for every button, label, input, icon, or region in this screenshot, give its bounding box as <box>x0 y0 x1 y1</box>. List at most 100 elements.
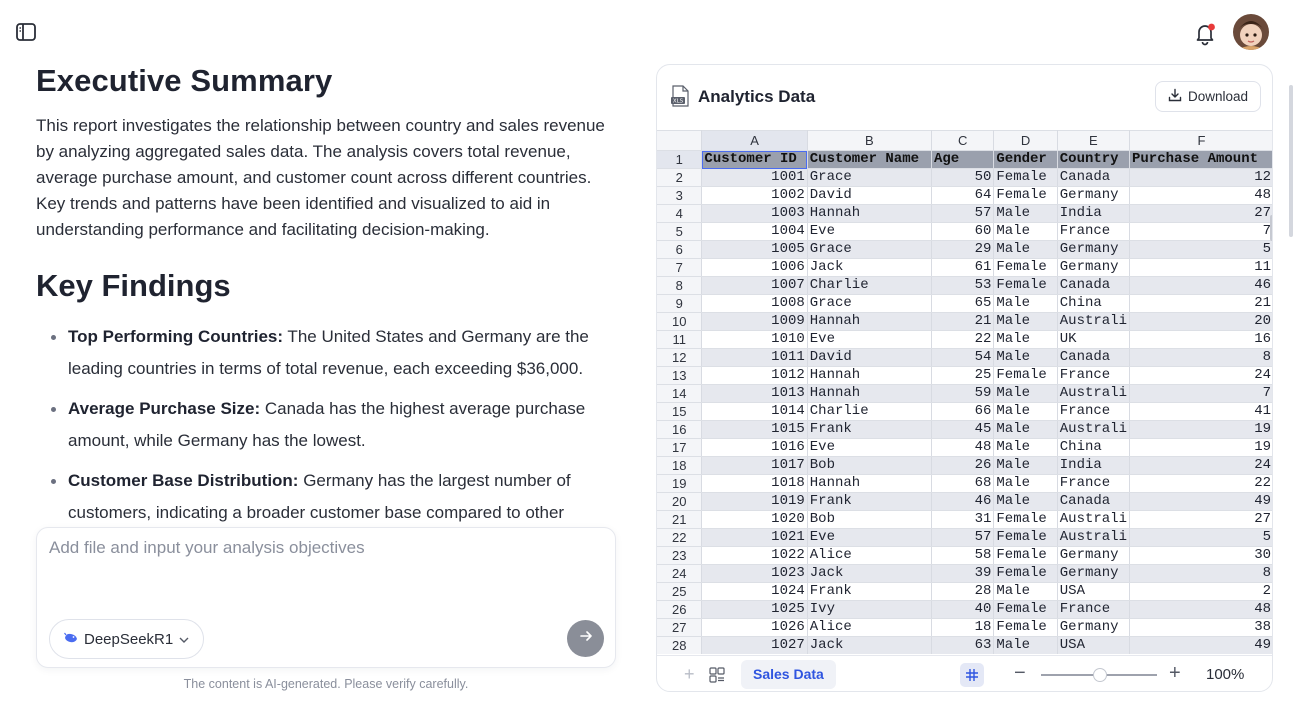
table-cell[interactable]: Eve <box>807 438 932 457</box>
table-cell[interactable]: China <box>1057 438 1130 457</box>
table-cell[interactable]: 49 <box>1129 636 1272 654</box>
table-cell[interactable]: Male <box>993 456 1058 475</box>
table-cell[interactable]: 30 <box>1129 546 1272 565</box>
table-cell[interactable]: Germany <box>1057 618 1130 637</box>
table-cell[interactable]: 1022 <box>701 546 808 565</box>
table-row[interactable]: 6 1005 Grace 29 Male Germany 5 <box>657 240 1272 259</box>
table-row[interactable]: 14 1013 Hannah 59 Male Australi 7 <box>657 384 1272 403</box>
add-sheet-button[interactable]: + <box>684 664 695 684</box>
table-cell[interactable]: 48 <box>931 438 995 457</box>
table-cell[interactable]: 1006 <box>701 258 808 277</box>
row-number[interactable]: 27 <box>657 618 703 637</box>
table-cell[interactable]: Canada <box>1057 348 1130 367</box>
table-row[interactable]: 20 1019 Frank 46 Male Canada 49 <box>657 492 1272 511</box>
table-cell[interactable]: Germany <box>1057 240 1130 259</box>
table-cell[interactable]: USA <box>1057 636 1130 654</box>
table-cell[interactable]: David <box>807 348 932 367</box>
objective-input[interactable] <box>49 538 599 608</box>
download-button[interactable]: Download <box>1155 81 1262 112</box>
table-cell[interactable]: 46 <box>1129 276 1272 295</box>
table-cell[interactable]: China <box>1057 294 1130 313</box>
table-cell[interactable]: 1010 <box>701 330 808 349</box>
table-row[interactable]: 2 1001 Grace 50 Female Canada 12 <box>657 168 1272 187</box>
table-cell[interactable]: 1011 <box>701 348 808 367</box>
sheet-corner[interactable] <box>657 130 703 151</box>
table-row[interactable]: 26 1025 Ivy 40 Female France 48 <box>657 600 1272 619</box>
table-cell[interactable]: Grace <box>807 294 932 313</box>
row-number[interactable]: 1 <box>657 150 703 169</box>
table-cell[interactable]: France <box>1057 402 1130 421</box>
table-cell[interactable]: Customer ID <box>701 150 808 169</box>
table-cell[interactable]: Male <box>993 420 1058 439</box>
row-number[interactable]: 5 <box>657 222 703 241</box>
table-cell[interactable]: 21 <box>1129 294 1272 313</box>
table-cell[interactable]: 46 <box>931 492 995 511</box>
row-number[interactable]: 28 <box>657 636 703 654</box>
table-cell[interactable]: Australi <box>1057 510 1130 529</box>
table-cell[interactable]: Male <box>993 384 1058 403</box>
table-cell[interactable]: 1001 <box>701 168 808 187</box>
table-cell[interactable]: Age <box>931 150 995 169</box>
table-cell[interactable]: 68 <box>931 474 995 493</box>
column-header[interactable]: C <box>931 130 995 151</box>
table-cell[interactable]: Jack <box>807 258 932 277</box>
table-cell[interactable]: 1012 <box>701 366 808 385</box>
table-cell[interactable]: Germany <box>1057 258 1130 277</box>
table-cell[interactable]: 61 <box>931 258 995 277</box>
table-cell[interactable]: Hannah <box>807 204 932 223</box>
table-cell[interactable]: 60 <box>931 222 995 241</box>
table-row[interactable]: 9 1008 Grace 65 Male China 21 <box>657 294 1272 313</box>
table-row[interactable]: 10 1009 Hannah 21 Male Australi 20 <box>657 312 1272 331</box>
column-header[interactable]: A <box>701 130 808 151</box>
table-cell[interactable]: 18 <box>931 618 995 637</box>
table-cell[interactable]: Germany <box>1057 564 1130 583</box>
table-cell[interactable]: Germany <box>1057 546 1130 565</box>
table-cell[interactable]: 1009 <box>701 312 808 331</box>
table-cell[interactable]: 1024 <box>701 582 808 601</box>
table-cell[interactable]: Customer Name <box>807 150 932 169</box>
table-cell[interactable]: 2 <box>1129 582 1272 601</box>
row-number[interactable]: 21 <box>657 510 703 529</box>
table-cell[interactable]: 20 <box>1129 312 1272 331</box>
table-cell[interactable]: Female <box>993 564 1058 583</box>
table-row[interactable]: 24 1023 Jack 39 Female Germany 8 <box>657 564 1272 583</box>
table-cell[interactable]: 49 <box>1129 492 1272 511</box>
table-row[interactable]: 25 1024 Frank 28 Male USA 2 <box>657 582 1272 601</box>
table-cell[interactable]: Female <box>993 528 1058 547</box>
sidebar-toggle-icon[interactable] <box>15 22 37 42</box>
table-cell[interactable]: 1019 <box>701 492 808 511</box>
table-cell[interactable]: 48 <box>1129 186 1272 205</box>
table-cell[interactable]: Hannah <box>807 384 932 403</box>
table-cell[interactable]: Male <box>993 222 1058 241</box>
table-row[interactable]: 15 1014 Charlie 66 Male France 41 <box>657 402 1272 421</box>
table-cell[interactable]: Female <box>993 618 1058 637</box>
table-cell[interactable]: 64 <box>931 186 995 205</box>
table-cell[interactable]: 39 <box>931 564 995 583</box>
table-cell[interactable]: 63 <box>931 636 995 654</box>
row-number[interactable]: 17 <box>657 438 703 457</box>
table-cell[interactable]: 1013 <box>701 384 808 403</box>
table-cell[interactable]: 5 <box>1129 240 1272 259</box>
table-cell[interactable]: France <box>1057 600 1130 619</box>
table-cell[interactable]: 45 <box>931 420 995 439</box>
bell-icon[interactable] <box>1192 20 1218 46</box>
table-row[interactable]: 12 1011 David 54 Male Canada 8 <box>657 348 1272 367</box>
table-cell[interactable]: France <box>1057 366 1130 385</box>
column-header[interactable]: F <box>1129 130 1272 151</box>
table-cell[interactable]: 1021 <box>701 528 808 547</box>
table-cell[interactable]: Alice <box>807 546 932 565</box>
table-cell[interactable]: Alice <box>807 618 932 637</box>
table-row[interactable]: 13 1012 Hannah 25 Female France 24 <box>657 366 1272 385</box>
table-cell[interactable]: 57 <box>931 204 995 223</box>
table-cell[interactable]: Female <box>993 546 1058 565</box>
row-number[interactable]: 7 <box>657 258 703 277</box>
row-number[interactable]: 11 <box>657 330 703 349</box>
model-selector-button[interactable]: DeepSeekR1 <box>49 619 205 659</box>
table-row[interactable]: 5 1004 Eve 60 Male France 7 <box>657 222 1272 241</box>
row-number[interactable]: 3 <box>657 186 703 205</box>
table-cell[interactable]: Grace <box>807 168 932 187</box>
row-number[interactable]: 14 <box>657 384 703 403</box>
row-number[interactable]: 4 <box>657 204 703 223</box>
table-cell[interactable]: 65 <box>931 294 995 313</box>
vertical-scrollbar[interactable] <box>1270 215 1272 241</box>
